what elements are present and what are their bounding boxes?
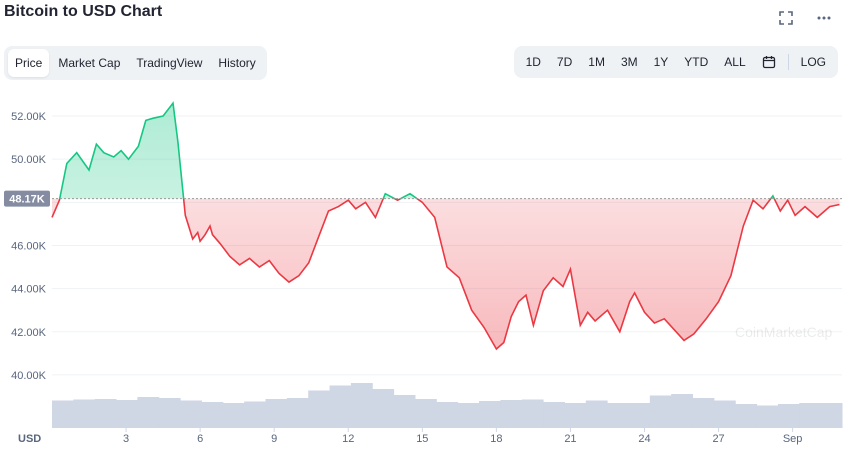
volume-bar [521, 399, 544, 428]
range-divider [787, 54, 789, 70]
y-tick-label: 44.00K [11, 284, 47, 296]
volume-bar [414, 399, 437, 428]
x-axis-unit-label: USD [18, 433, 41, 445]
tab-price[interactable]: Price [8, 49, 50, 77]
more-dots-icon[interactable] [814, 8, 834, 28]
current-price-badge-bg [4, 190, 50, 207]
fullscreen-icon[interactable] [776, 8, 796, 28]
volume-bar [222, 403, 245, 428]
x-tick-label: 15 [416, 433, 428, 445]
x-tick-label: 24 [638, 433, 650, 445]
volume-bar [329, 385, 352, 428]
volume-bar [265, 399, 288, 428]
y-tick-label: 50.00K [11, 154, 47, 166]
volume-bar [436, 402, 459, 428]
price-line-up [58, 101, 788, 199]
volume-bar [94, 399, 117, 428]
x-tick-label: 6 [197, 433, 203, 445]
volume-bars [52, 383, 843, 428]
volume-bar [564, 403, 587, 428]
range-1y[interactable]: 1Y [653, 55, 669, 69]
volume-bar [137, 397, 160, 428]
y-axis: 40.00K42.00K44.00K46.00K48.00K50.00K52.0… [11, 111, 47, 382]
time-range-selector: 1D 7D 1M 3M 1Y YTD ALL LOG [513, 46, 838, 78]
volume-bar [116, 400, 138, 428]
calendar-icon[interactable] [754, 51, 784, 73]
y-tick-label: 40.00K [11, 370, 47, 382]
x-tick-label: Sep [783, 433, 803, 445]
range-ytd[interactable]: YTD [684, 55, 709, 69]
volume-bar [457, 403, 480, 428]
volume-bar [799, 403, 822, 428]
volume-bar [735, 404, 758, 428]
x-tick-label: 9 [271, 433, 277, 445]
price-line-down [51, 198, 840, 351]
volume-bar [158, 398, 181, 428]
tab-tradingview[interactable]: TradingView [136, 56, 203, 70]
volume-bar [372, 389, 395, 428]
price-area [51, 101, 840, 351]
chart-type-tabs: Price Market Cap TradingView History [4, 46, 267, 80]
chart-title: Bitcoin to USD Chart [4, 3, 163, 20]
volume-bar [777, 404, 800, 428]
range-7d[interactable]: 7D [556, 55, 573, 69]
range-1d[interactable]: 1D [525, 55, 541, 69]
volume-bar [585, 400, 608, 428]
volume-bar [52, 400, 74, 428]
tab-history[interactable]: History [218, 56, 256, 70]
x-tick-label: 12 [342, 433, 354, 445]
x-tick-label: 18 [490, 433, 502, 445]
tab-market-cap[interactable]: Market Cap [58, 56, 121, 70]
range-1m[interactable]: 1M [588, 55, 605, 69]
watermark-text: CoinMarketCap [735, 324, 832, 340]
area-fill-down [52, 198, 840, 349]
current-price-badge: 48.17K [4, 190, 50, 207]
volume-bar [308, 390, 331, 428]
y-tick-label: 52.00K [11, 111, 47, 123]
range-all[interactable]: ALL [724, 55, 746, 69]
volume-bar [73, 399, 96, 428]
x-tick-label: 3 [123, 433, 129, 445]
y-tick-label: 46.00K [11, 240, 47, 252]
x-axis: USD 3 6 9 12 15 18 21 24 27 Sep [18, 428, 802, 445]
volume-bar [543, 402, 565, 428]
volume-bar [607, 403, 629, 428]
volume-bar [244, 401, 267, 428]
volume-bar [479, 401, 501, 428]
volume-bar [756, 405, 779, 428]
current-price-label: 48.17K [9, 194, 45, 206]
volume-bar [671, 394, 694, 428]
volume-bar [286, 398, 309, 428]
range-3m[interactable]: 3M [620, 55, 638, 69]
x-tick-label: 27 [712, 433, 724, 445]
volume-bar [201, 402, 224, 428]
y-tick-label: 42.00K [11, 327, 47, 339]
volume-bar [820, 403, 843, 428]
volume-bar [713, 400, 736, 428]
volume-bar [393, 395, 416, 428]
volume-bar [649, 395, 672, 428]
area-fill-up [52, 103, 840, 199]
volume-bar [628, 403, 651, 428]
chart-header-actions [776, 8, 834, 28]
volume-bar [180, 400, 202, 428]
volume-bar [692, 398, 715, 428]
x-tick-label: 21 [564, 433, 576, 445]
log-toggle[interactable]: LOG [800, 55, 826, 69]
volume-bar [350, 383, 373, 428]
volume-bar [500, 400, 523, 428]
